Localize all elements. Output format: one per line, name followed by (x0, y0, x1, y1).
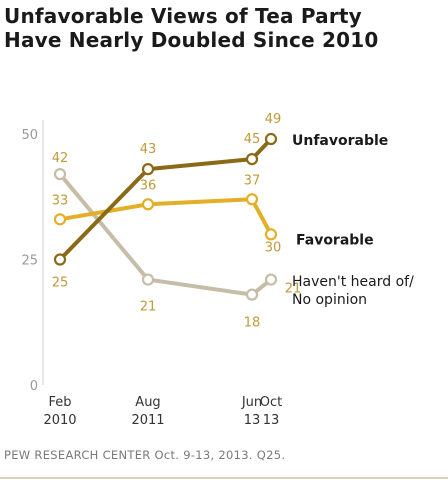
data-label: 30 (265, 240, 282, 255)
chart-title-line-1: Unfavorable Views of Tea Party (4, 4, 362, 28)
line-chart: 02550Feb2010Aug2011Jun13Oct1325434549333… (21, 112, 414, 428)
chart-title: Unfavorable Views of Tea Party Have Near… (4, 4, 444, 52)
data-point (264, 273, 278, 286)
data-point (53, 168, 67, 181)
y-tick-label: 0 (30, 379, 38, 394)
x-tick-label: Oct (260, 395, 282, 410)
x-tick-label: 13 (263, 413, 280, 428)
x-tick-label: 13 (244, 413, 261, 428)
data-label: 49 (265, 112, 282, 127)
data-point (264, 228, 278, 241)
data-label: 21 (140, 300, 157, 315)
x-tick-label: 2011 (131, 413, 164, 428)
data-point (141, 163, 155, 176)
data-point (245, 193, 259, 206)
data-label: 25 (52, 276, 69, 291)
y-tick-label: 50 (21, 128, 38, 143)
data-label: 43 (140, 142, 157, 157)
data-label: 18 (244, 316, 261, 331)
data-point (141, 198, 155, 211)
data-point (53, 253, 67, 266)
x-tick-label: Aug (135, 395, 160, 410)
data-point (53, 213, 67, 226)
series-line (58, 137, 273, 262)
x-tick-label: Feb (48, 395, 71, 410)
series-label-no-opinion: Haven't heard of/ (292, 274, 414, 290)
data-point (141, 273, 155, 286)
data-label: 33 (52, 193, 69, 208)
data-point (245, 153, 259, 166)
data-point (245, 288, 259, 301)
bottom-rule (0, 477, 448, 479)
data-label: 21 (285, 282, 302, 297)
series-label-unfavorable: Unfavorable (292, 133, 388, 149)
data-point (264, 132, 278, 146)
source-note: PEW RESEARCH CENTER Oct. 9-13, 2013. Q25… (4, 448, 286, 462)
x-tick-label: 2010 (43, 413, 76, 428)
series-line (58, 172, 273, 297)
series-label-no-opinion: No opinion (292, 292, 367, 308)
data-label: 42 (52, 151, 69, 166)
chart-title-line-2: Have Nearly Doubled Since 2010 (4, 28, 379, 52)
data-label: 37 (244, 173, 261, 188)
data-label: 36 (140, 178, 157, 193)
x-tick-label: Jun (241, 395, 262, 410)
y-tick-label: 25 (21, 254, 38, 269)
data-label: 45 (244, 132, 261, 147)
series-label-favorable: Favorable (296, 232, 374, 248)
